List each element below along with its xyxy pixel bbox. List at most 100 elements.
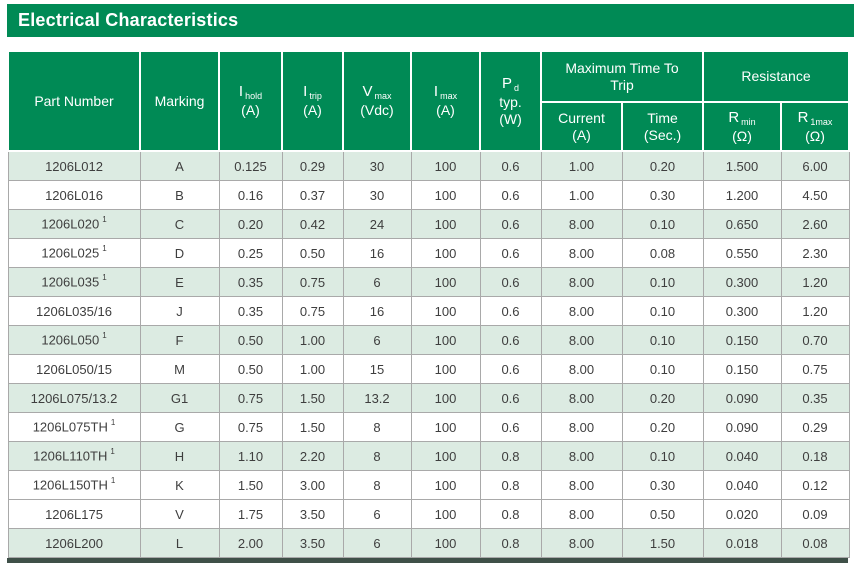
value-cell: 1.20 (780, 296, 850, 326)
value-cell: 1.10 (218, 441, 283, 471)
value-cell: 8.00 (540, 383, 623, 413)
value-cell: 8.00 (540, 354, 623, 384)
value-cell: 0.150 (702, 354, 782, 384)
value-cell: 0.550 (702, 238, 782, 268)
marking-cell: L (139, 528, 220, 558)
value-cell: 1.75 (218, 499, 283, 529)
value-cell: 13.2 (342, 383, 412, 413)
value-cell: 24 (342, 209, 412, 239)
part-number-cell: 1206L012 (7, 150, 141, 181)
value-cell: 0.10 (621, 354, 704, 384)
table-row: 1206L020 1 C 0.20 0.42 24 100 0.6 8.00 0.10 0.650 2… (7, 209, 850, 239)
value-cell: 0.08 (780, 528, 850, 558)
value-cell: 100 (410, 499, 481, 529)
value-cell: 100 (410, 180, 481, 210)
table-row: 1206L016 B 0.16 0.37 30 100 0.6 1.00 0.30 1.200 4.… (7, 180, 850, 210)
table-row: 1206L050 1 F 0.50 1.00 6 100 0.6 8.00 0.10 0.150 0.… (7, 325, 850, 355)
marking-cell: K (139, 470, 220, 500)
part-number-cell: 1206L075/13.2 (7, 383, 141, 413)
value-cell: 0.150 (702, 325, 782, 355)
value-cell: 2.30 (780, 238, 850, 268)
value-cell: 0.090 (702, 412, 782, 442)
value-cell: 100 (410, 150, 481, 181)
value-cell: 0.50 (218, 354, 283, 384)
part-number-cell: 1206L050/15 (7, 354, 141, 384)
value-cell: 1.50 (621, 528, 704, 558)
value-cell: 1.200 (702, 180, 782, 210)
value-cell: 0.6 (479, 238, 542, 268)
marking-cell: H (139, 441, 220, 471)
value-cell: 0.018 (702, 528, 782, 558)
value-cell: 8.00 (540, 412, 623, 442)
marking-cell: M (139, 354, 220, 384)
value-cell: 0.50 (281, 238, 344, 268)
table-row: 1206L110TH 1 H 1.10 2.20 8 100 0.8 8.00 0.10 0.040… (7, 441, 850, 471)
table-row: 1206L025 1 D 0.25 0.50 16 100 0.6 8.00 0.08 0.550 2… (7, 238, 850, 268)
value-cell: 0.8 (479, 441, 542, 471)
group-header-resistance: Resistance (701, 49, 851, 104)
value-cell: 0.25 (218, 238, 283, 268)
value-cell: 0.75 (281, 296, 344, 326)
value-cell: 1.00 (540, 150, 623, 181)
marking-cell: B (139, 180, 220, 210)
table-bottom-bar (7, 558, 848, 563)
value-cell: 6 (342, 325, 412, 355)
value-cell: 0.040 (702, 441, 782, 471)
marking-cell: J (139, 296, 220, 326)
marking-cell: E (139, 267, 220, 297)
value-cell: 1.50 (218, 470, 283, 500)
value-cell: 2.60 (780, 209, 850, 239)
marking-cell: A (139, 150, 220, 181)
footnote-marker: 1 (102, 215, 107, 225)
value-cell: 100 (410, 296, 481, 326)
value-cell: 2.00 (218, 528, 283, 558)
value-cell: 0.35 (218, 296, 283, 326)
part-number-cell: 1206L150TH 1 (7, 470, 141, 500)
value-cell: 0.75 (218, 412, 283, 442)
value-cell: 0.18 (780, 441, 850, 471)
part-number-cell: 1206L025 1 (7, 238, 141, 268)
section-title-banner: Electrical Characteristics (7, 4, 854, 37)
value-cell: 0.75 (780, 354, 850, 384)
value-cell: 0.6 (479, 296, 542, 326)
value-cell: 0.6 (479, 180, 542, 210)
value-cell: 0.300 (702, 296, 782, 326)
value-cell: 0.20 (621, 383, 704, 413)
value-cell: 1.500 (702, 150, 782, 181)
value-cell: 0.6 (479, 209, 542, 239)
value-cell: 3.50 (281, 528, 344, 558)
value-cell: 100 (410, 441, 481, 471)
value-cell: 100 (410, 354, 481, 384)
table-row: 1206L035 1 E 0.35 0.75 6 100 0.6 8.00 0.10 0.300 1.… (7, 267, 850, 297)
marking-cell: D (139, 238, 220, 268)
value-cell: 0.090 (702, 383, 782, 413)
marking-cell: G1 (139, 383, 220, 413)
value-cell: 0.30 (621, 180, 704, 210)
value-cell: 8.00 (540, 499, 623, 529)
col-header-label: Marking (154, 92, 205, 109)
value-cell: 16 (342, 238, 412, 268)
value-cell: 6 (342, 267, 412, 297)
value-cell: 0.37 (281, 180, 344, 210)
value-cell: 1.50 (281, 412, 344, 442)
table-row: 1206L075/13.2 G1 0.75 1.50 13.2 100 0.6 8.00 0.2… (7, 383, 850, 413)
group-header-max-time-to-trip: Maximum Time To Trip (540, 49, 704, 104)
value-cell: 0.75 (218, 383, 283, 413)
section-title: Electrical Characteristics (18, 10, 239, 30)
value-cell: 0.6 (479, 412, 542, 442)
value-cell: 0.75 (281, 267, 344, 297)
value-cell: 0.10 (621, 296, 704, 326)
value-cell: 8 (342, 412, 412, 442)
value-cell: 8.00 (540, 441, 623, 471)
value-cell: 30 (342, 150, 412, 181)
value-cell: 0.020 (702, 499, 782, 529)
value-cell: 0.10 (621, 325, 704, 355)
value-cell: 0.10 (621, 209, 704, 239)
value-cell: 0.09 (780, 499, 850, 529)
value-cell: 0.040 (702, 470, 782, 500)
value-cell: 0.6 (479, 325, 542, 355)
value-cell: 0.8 (479, 499, 542, 529)
